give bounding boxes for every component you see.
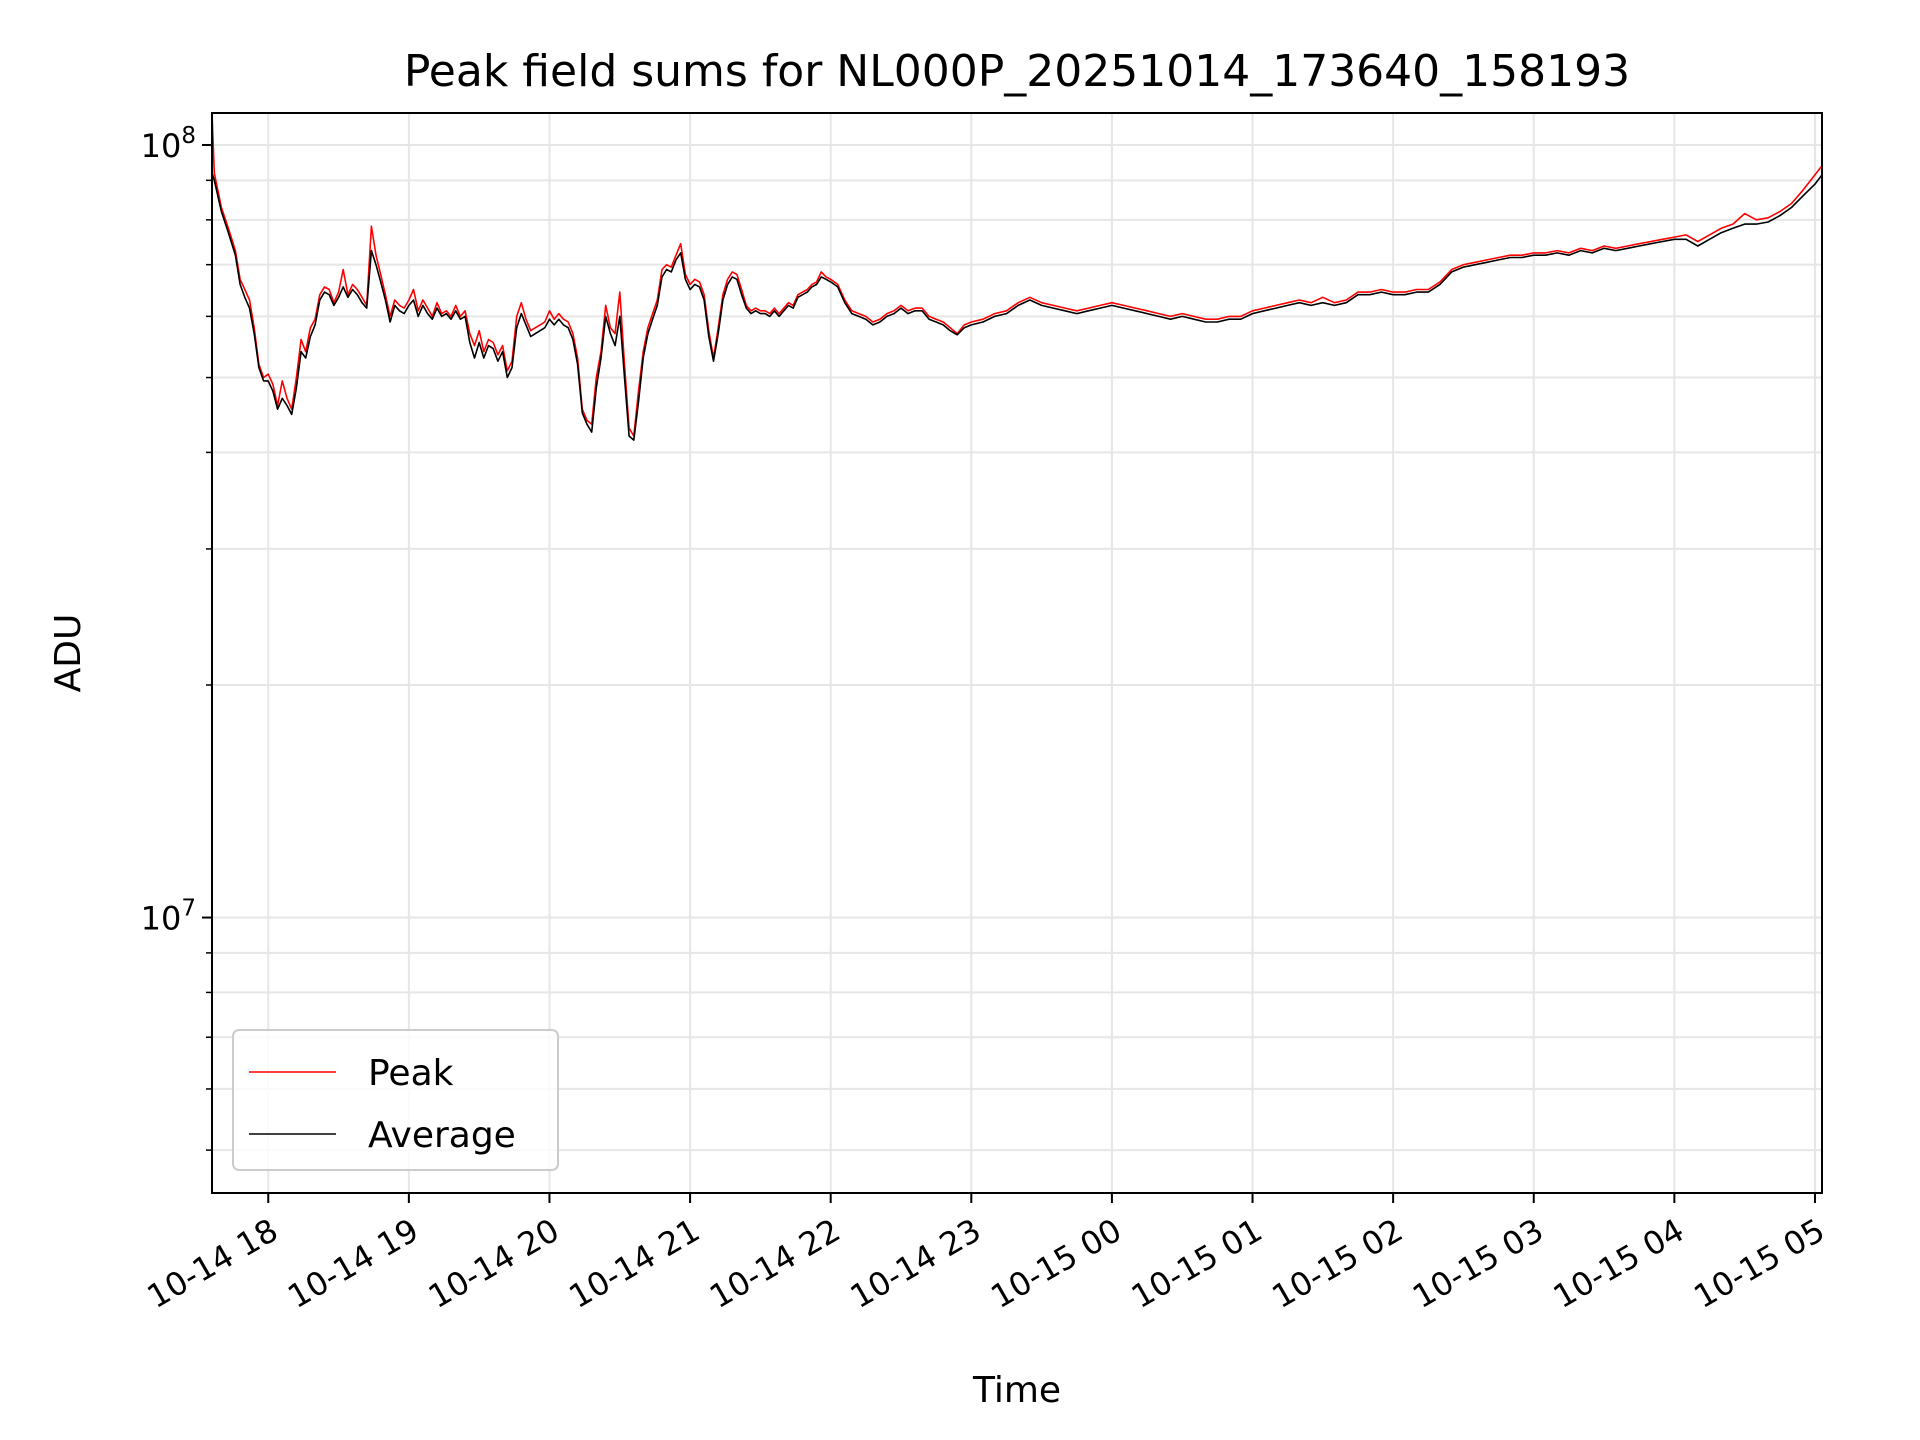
legend-label-average: Average: [368, 1115, 516, 1156]
series-line-average: [211, 172, 1823, 441]
legend-label-peak: Peak: [368, 1053, 454, 1094]
plot-frame: [211, 112, 1823, 1194]
x-axis-label: Time: [972, 1370, 1061, 1411]
series-lines: [211, 112, 1823, 441]
chart-title: Peak field sums for NL000P_20251014_1736…: [404, 46, 1630, 97]
y-tick-label: 108: [141, 123, 196, 165]
grid: [212, 113, 1822, 1193]
legend-box: [232, 1029, 559, 1171]
legend: Peak Average: [232, 1029, 559, 1171]
y-tick-label: 107: [141, 896, 196, 938]
y-axis-label: ADU: [48, 614, 89, 693]
series-line-peak: [211, 112, 1823, 437]
